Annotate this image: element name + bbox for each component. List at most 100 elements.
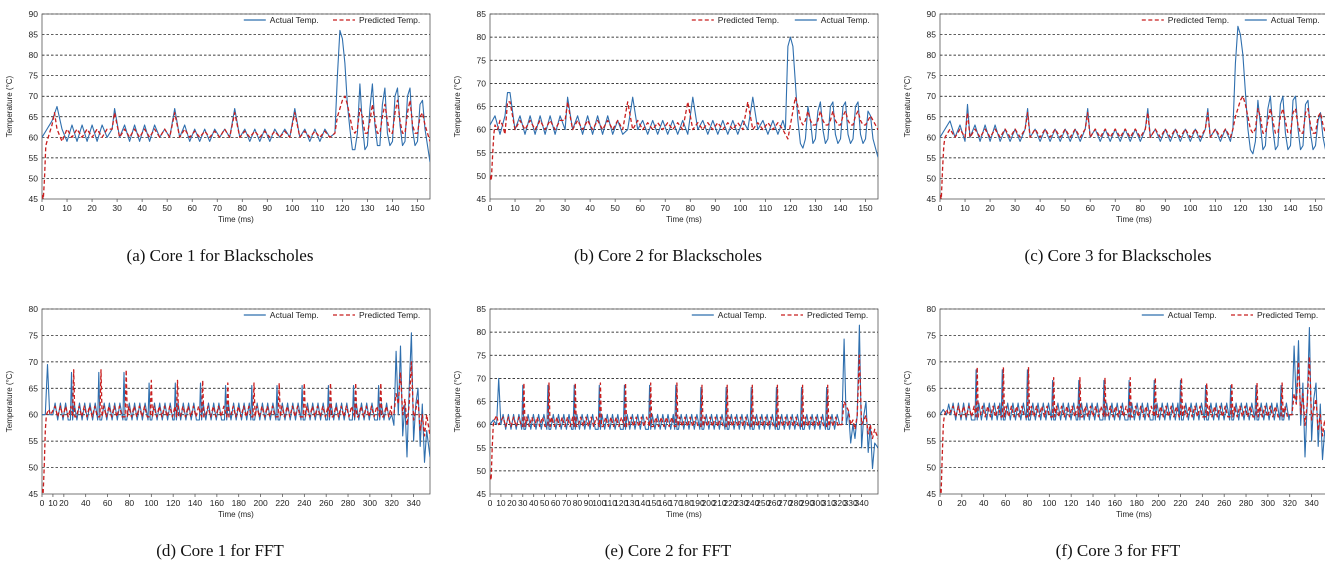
legend-label-predicted: Predicted Temp. [1257, 310, 1318, 320]
y-tick-label: 65 [927, 383, 937, 393]
y-tick-label: 65 [927, 112, 937, 122]
y-tick-label: 85 [477, 304, 487, 314]
legend-label-actual: Actual Temp. [821, 15, 870, 25]
x-tick-label: 100 [1042, 498, 1056, 508]
y-tick-label: 70 [927, 357, 937, 367]
x-tick-label: 180 [232, 498, 246, 508]
x-tick-label: 110 [1209, 203, 1223, 213]
x-tick-label: 20 [535, 203, 545, 213]
chart-panel-d: 45 50 55 60 65 70 75 80 0 10 20 40 60 80 100 120 140 160 1… [0, 295, 440, 560]
x-tick-label: 40 [81, 498, 91, 508]
y-tick-label: 60 [927, 132, 937, 142]
figure-caption: (f) Core 3 for FFT [1055, 541, 1181, 560]
y-tick-label: 50 [927, 463, 937, 473]
x-tick-label: 30 [112, 203, 122, 213]
x-axis-label: Time (ms) [1116, 215, 1152, 224]
x-tick-label: 10 [960, 203, 970, 213]
x-tick-label: 140 [1086, 498, 1100, 508]
x-tick-label: 300 [363, 498, 377, 508]
y-tick-label: 90 [29, 9, 39, 19]
x-tick-label: 80 [573, 498, 583, 508]
figure-caption: (c) Core 3 for Blackscholes [1024, 246, 1212, 265]
y-tick-label: 45 [477, 194, 487, 204]
y-tick-label: 65 [29, 112, 39, 122]
x-tick-label: 0 [488, 203, 493, 213]
x-tick-label: 10 [48, 498, 58, 508]
x-tick-label: 60 [1085, 203, 1095, 213]
x-tick-label: 220 [275, 498, 289, 508]
x-tick-label: 140 [1283, 203, 1297, 213]
chart-svg-d: 45 50 55 60 65 70 75 80 0 10 20 40 60 80 100 120 140 160 1… [5, 304, 431, 519]
x-tick-label: 40 [529, 498, 539, 508]
y-tick-label: 75 [29, 71, 39, 81]
plot-frame [489, 13, 879, 200]
x-tick-label: 40 [979, 498, 989, 508]
x-tick-label: 320 [1283, 498, 1297, 508]
x-tick-label: 100 [733, 203, 747, 213]
x-axis-label: Time (ms) [666, 215, 702, 224]
series-line-predicted [42, 361, 430, 494]
x-tick-label: 0 [40, 203, 45, 213]
x-tick-label: 40 [137, 203, 147, 213]
x-tick-label: 160 [210, 498, 224, 508]
x-tick-label: 100 [592, 498, 606, 508]
legend-label-actual: Actual Temp. [1271, 15, 1320, 25]
x-tick-label: 100 [144, 498, 158, 508]
x-tick-label: 80 [125, 498, 135, 508]
x-axis-label: Time (ms) [218, 510, 254, 519]
x-tick-label: 300 [1261, 498, 1275, 508]
y-tick-label: 45 [477, 489, 487, 499]
x-tick-label: 150 [1308, 203, 1322, 213]
y-tick-label: 55 [477, 148, 487, 158]
x-tick-label: 20 [985, 203, 995, 213]
chart-panel-f: 45 50 55 60 65 70 75 80 0 20 40 60 80 100 120 140 160 180… [898, 295, 1325, 560]
y-tick-label: 75 [477, 55, 487, 65]
y-tick-label: 55 [29, 436, 39, 446]
chart-svg-c: 45 50 55 60 65 70 75 80 85 90 0 10 20 30 40 50 60 70 80 90 1… [903, 9, 1325, 224]
x-tick-label: 90 [1161, 203, 1171, 213]
x-tick-label: 80 [686, 203, 696, 213]
x-tick-label: 260 [1217, 498, 1231, 508]
x-tick-label: 10 [496, 498, 506, 508]
x-tick-label: 290 [800, 498, 814, 508]
plot-frame [41, 308, 431, 495]
x-tick-label: 150 [410, 203, 424, 213]
x-tick-label: 140 [188, 498, 202, 508]
x-tick-label: 80 [1023, 498, 1033, 508]
x-tick-label: 110 [759, 203, 773, 213]
series-line-actual [940, 25, 1325, 155]
y-tick-label: 65 [477, 102, 487, 112]
y-tick-label: 60 [29, 132, 39, 142]
x-tick-label: 50 [610, 203, 620, 213]
x-tick-label: 60 [187, 203, 197, 213]
figure-caption: (a) Core 1 for Blackscholes [126, 246, 314, 265]
x-tick-label: 20 [507, 498, 517, 508]
x-tick-label: 120 [166, 498, 180, 508]
x-axis-label: Time (ms) [666, 510, 702, 519]
plot-frame [489, 308, 879, 495]
y-tick-label: 55 [29, 153, 39, 163]
y-tick-label: 50 [477, 466, 487, 476]
x-tick-label: 70 [562, 498, 572, 508]
x-tick-label: 40 [1035, 203, 1045, 213]
x-tick-label: 0 [488, 498, 493, 508]
x-tick-label: 280 [789, 498, 803, 508]
x-tick-label: 160 [1108, 498, 1122, 508]
y-tick-label: 60 [29, 410, 39, 420]
y-tick-label: 75 [477, 350, 487, 360]
x-tick-label: 80 [1136, 203, 1146, 213]
y-tick-label: 55 [927, 436, 937, 446]
series-line-predicted [940, 95, 1325, 199]
x-tick-label: 140 [385, 203, 399, 213]
legend-label-actual: Actual Temp. [270, 15, 319, 25]
legend-label-predicted: Predicted Temp. [718, 15, 779, 25]
chart-panel-a: 45 50 55 60 65 70 75 80 85 90 0 10 20 30 40 50 60 70 80 90 1… [0, 0, 440, 265]
x-tick-label: 70 [212, 203, 222, 213]
y-tick-label: 70 [29, 357, 39, 367]
x-tick-label: 120 [783, 203, 797, 213]
y-tick-label: 80 [927, 304, 937, 314]
x-tick-label: 310 [822, 498, 836, 508]
x-tick-label: 260 [319, 498, 333, 508]
x-tick-label: 120 [335, 203, 349, 213]
